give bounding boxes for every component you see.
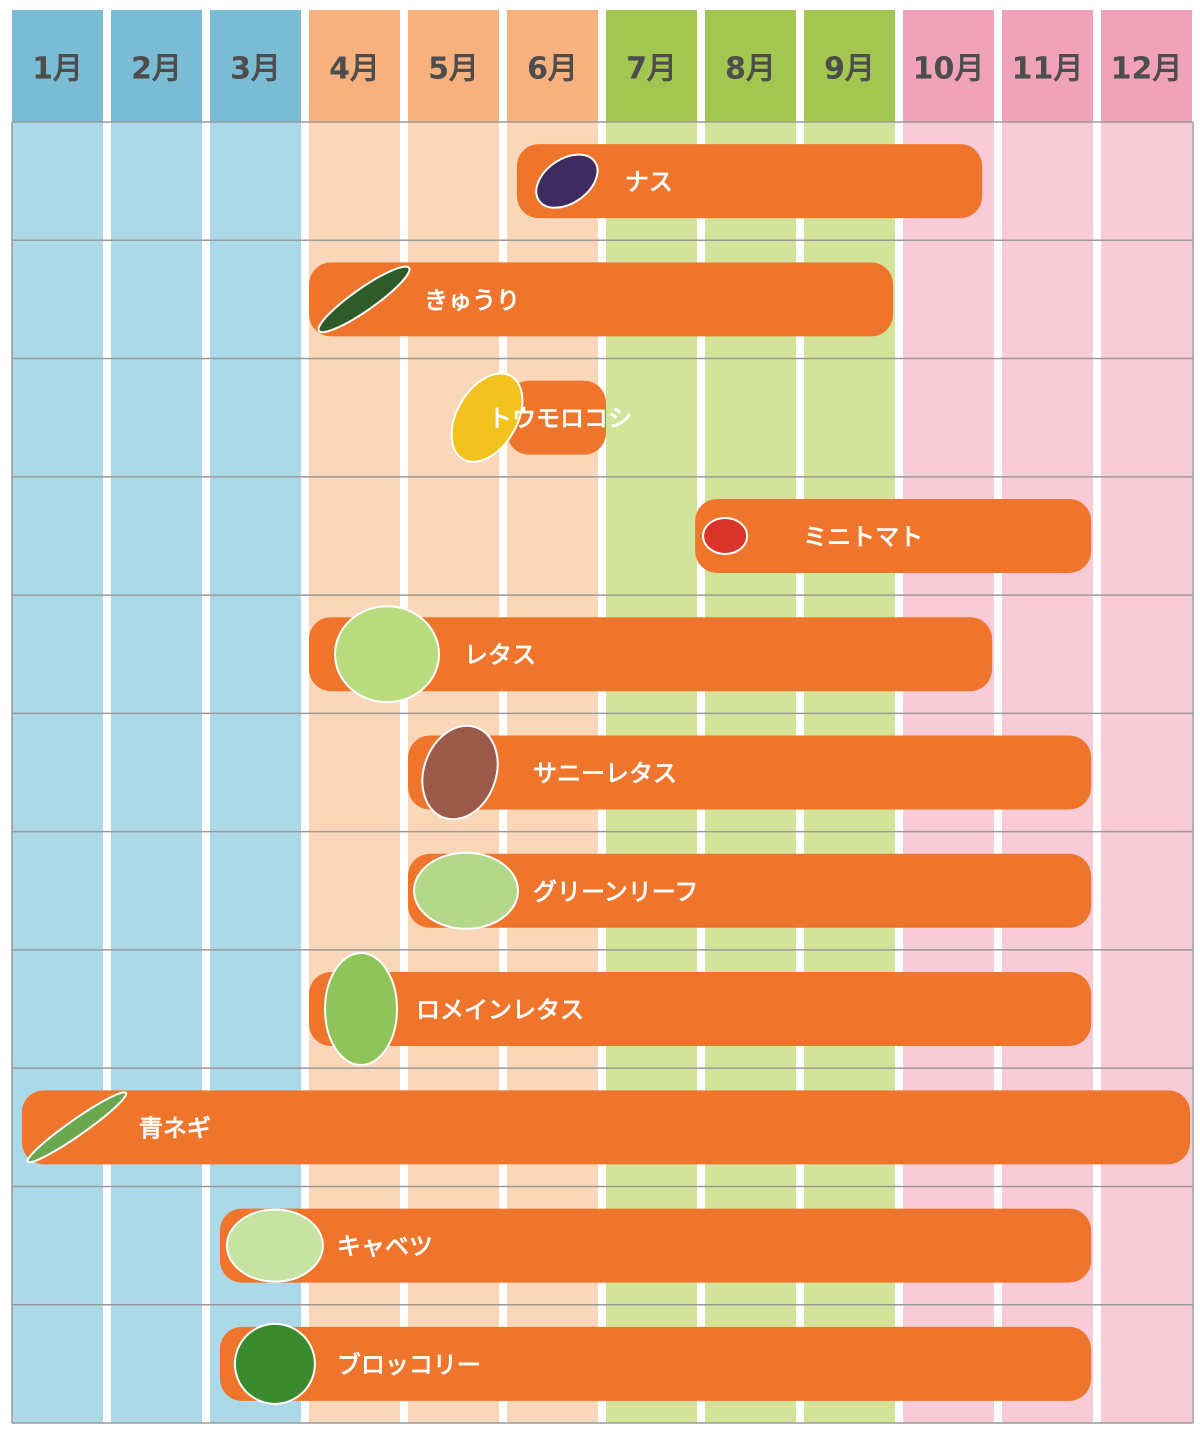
month-label: 1月 — [32, 52, 83, 87]
month-label: 7月 — [626, 52, 677, 87]
month-label: 10月 — [913, 52, 985, 87]
vegetable-label: ナス — [625, 168, 673, 196]
vegetable-label: ロメインレタス — [416, 996, 584, 1024]
harvest-bar — [408, 853, 1092, 928]
month-header — [1002, 10, 1093, 122]
harvest-bar — [219, 1326, 1092, 1401]
vegetable-icon — [26, 1091, 128, 1164]
harvest-bar — [219, 1208, 1092, 1283]
month-label: 12月 — [1111, 52, 1183, 87]
month-column — [309, 122, 400, 1423]
harvest-bar — [309, 972, 1092, 1047]
month-label: 9月 — [824, 52, 875, 87]
harvest-bar — [695, 498, 1092, 573]
month-label: 8月 — [725, 52, 776, 87]
month-header — [210, 10, 301, 122]
vegetable-label: トウモロコシ — [488, 405, 632, 433]
vegetable-label: ミニトマト — [803, 523, 923, 551]
harvest-bar — [309, 262, 894, 337]
vegetable-label: レタス — [464, 641, 536, 669]
month-label: 4月 — [329, 52, 380, 87]
month-header — [309, 10, 400, 122]
harvest-bar — [309, 617, 993, 692]
vegetable-icon — [317, 265, 411, 334]
month-header — [507, 10, 598, 122]
vegetable-icon — [413, 851, 519, 930]
harvest-bar — [408, 735, 1092, 810]
vegetable-label: ブロッコリー — [337, 1351, 481, 1379]
vegetable-icon — [421, 724, 499, 821]
month-label: 5月 — [428, 52, 479, 87]
vegetable-icon — [324, 952, 398, 1067]
month-header — [705, 10, 796, 122]
vegetable-icon — [702, 516, 749, 555]
month-header — [12, 10, 103, 122]
month-column — [1101, 122, 1192, 1423]
month-column — [210, 122, 301, 1423]
month-header — [1101, 10, 1192, 122]
month-header — [408, 10, 499, 122]
vegetable-icon — [334, 605, 440, 704]
vegetable-icon — [450, 372, 524, 463]
month-header — [606, 10, 697, 122]
harvest-bar — [507, 380, 606, 455]
vegetable-label: きゅうり — [424, 286, 520, 314]
month-column — [12, 122, 103, 1423]
vegetable-label: グリーンリーフ — [533, 878, 698, 906]
harvest-bar — [21, 1090, 1191, 1165]
month-header — [903, 10, 994, 122]
vegetable-icon — [535, 153, 599, 209]
month-column — [111, 122, 202, 1423]
month-header — [804, 10, 895, 122]
harvest-bar — [516, 144, 983, 219]
vegetable-label: キャベツ — [337, 1233, 433, 1261]
month-label: 3月 — [230, 52, 281, 87]
month-label: 11月 — [1012, 52, 1084, 87]
month-label: 2月 — [131, 52, 182, 87]
vegetable-label: サニーレタス — [533, 760, 677, 788]
month-header — [111, 10, 202, 122]
vegetable-icon — [225, 1208, 324, 1283]
vegetable-label: 青ネギ — [139, 1114, 211, 1142]
vegetable-icon — [233, 1322, 316, 1405]
month-label: 6月 — [527, 52, 578, 87]
